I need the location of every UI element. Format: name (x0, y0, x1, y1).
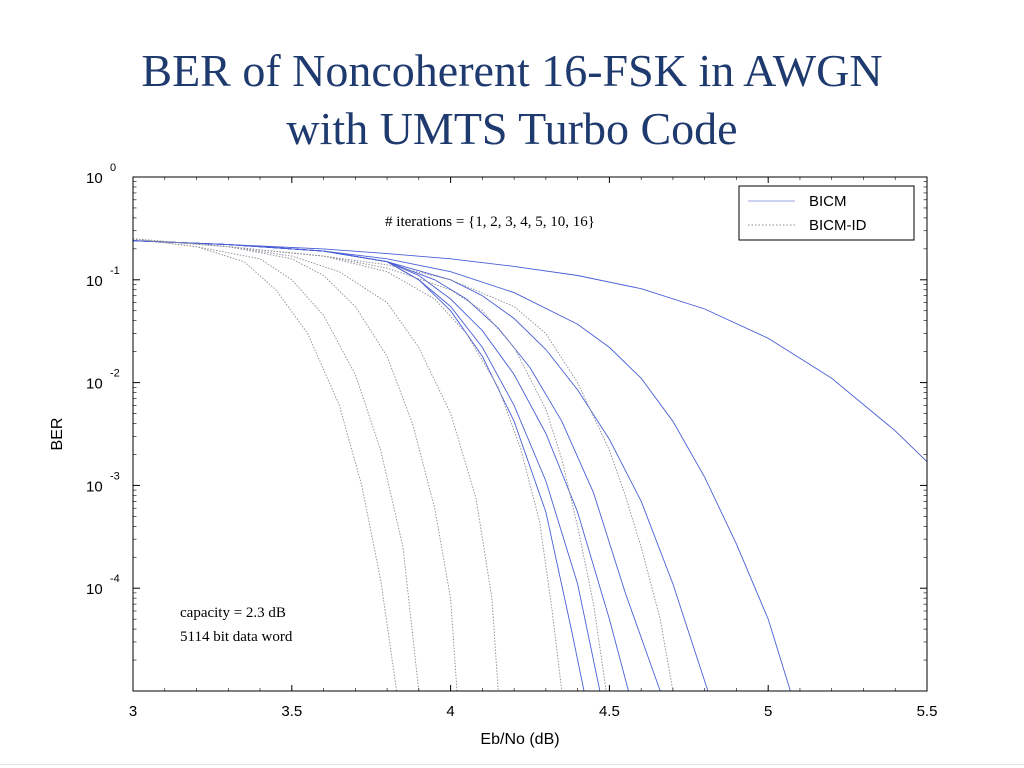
y-tick-label: 10 (86, 170, 103, 187)
bicm-curve-2 (132, 240, 709, 692)
tick-labels: 3 3.5 4 4.5 5 5.5 10 0 10 -1 10 -2 10 -3 10 -4 (86, 162, 937, 720)
x-tick-label: 4 (446, 703, 454, 720)
y-tick-label: 10 (86, 581, 103, 598)
bicm-id-curve-7 (132, 238, 398, 692)
y-tick-label: 10 (86, 478, 103, 495)
y-tick-exponent: -2 (110, 368, 120, 380)
y-tick-exponent: 0 (110, 162, 116, 174)
x-tick-label: 5.5 (917, 703, 938, 720)
bicm-id-curve-10 (132, 238, 499, 692)
bicm-id-curve-8 (132, 238, 420, 692)
slide-title-line-2: with UMTS Turbo Code (286, 103, 738, 154)
bicm-curve-4 (132, 240, 629, 692)
y-tick-label: 10 (86, 376, 103, 393)
series-layer (132, 238, 928, 692)
bicm-id-curve-13 (132, 238, 674, 692)
y-tick-exponent: -4 (110, 573, 120, 585)
y-tick-exponent: -1 (110, 265, 120, 277)
tick-marks (132, 176, 928, 692)
legend-bicm-label: BICM (809, 193, 847, 210)
bicm-id-curve-9 (132, 238, 458, 692)
bicm-curve-1 (132, 240, 791, 692)
legend-bicm-id-label: BICM-ID (809, 217, 867, 234)
y-tick-exponent: -3 (110, 470, 120, 482)
plot-frame (132, 176, 928, 692)
slide-title: BER of Noncoherent 16-FSK in AWGN with U… (0, 42, 1024, 158)
bicm-curve-3 (132, 240, 661, 692)
legend: BICM BICM-ID (738, 185, 915, 241)
bicm-curve-0 (132, 240, 928, 463)
x-tick-label: 3 (129, 703, 137, 720)
x-tick-label: 4.5 (599, 703, 620, 720)
y-axis-label: BER (49, 418, 66, 451)
x-axis-label: Eb/No (dB) (480, 731, 559, 748)
capacity-annotation: capacity = 2.3 dB (180, 605, 286, 621)
bicm-curve-6 (132, 240, 585, 692)
y-tick-label: 10 (86, 273, 103, 290)
slide-title-line-1: BER of Noncoherent 16-FSK in AWGN (141, 45, 883, 96)
legend-box (738, 185, 915, 241)
data-word-annotation: 5114 bit data word (180, 629, 293, 645)
x-tick-label: 5 (764, 703, 772, 720)
bicm-id-curve-12 (132, 238, 607, 692)
iterations-annotation: # iterations = {1, 2, 3, 4, 5, 10, 16} (385, 214, 595, 230)
x-tick-label: 3.5 (281, 703, 302, 720)
footer-divider (0, 764, 1024, 765)
